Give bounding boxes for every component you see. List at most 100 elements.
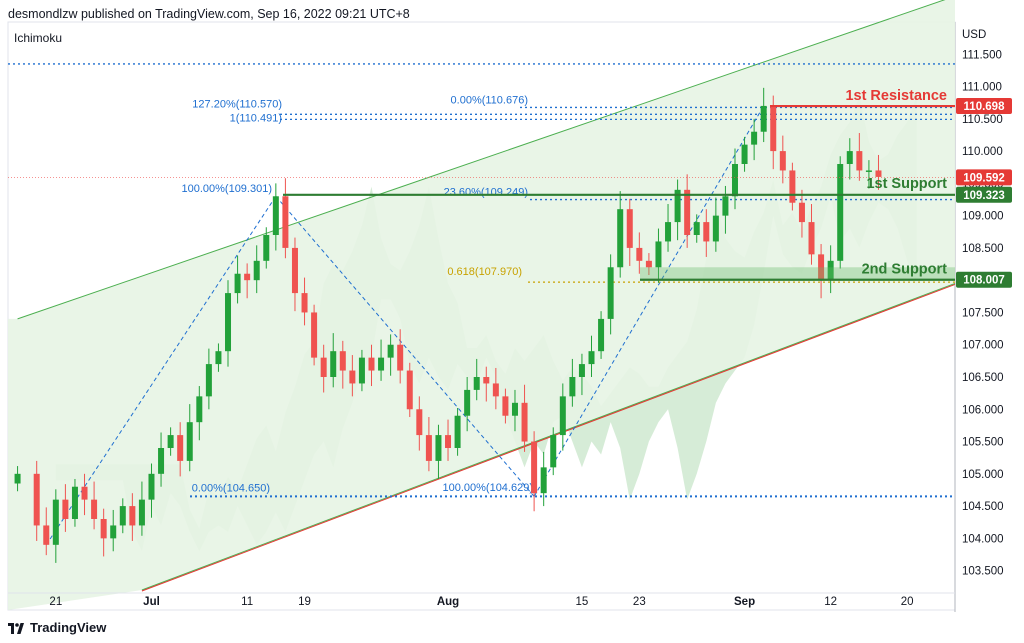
candle-body [406, 370, 413, 410]
candle-body [722, 196, 729, 216]
candle-body [43, 525, 50, 545]
candle-body [358, 357, 365, 384]
candle-body [71, 486, 78, 519]
candle-body [875, 170, 882, 177]
candle-body [52, 499, 59, 545]
cloud-band [55, 96, 917, 552]
footer-brand[interactable]: TradingView [8, 620, 106, 635]
candle-body [521, 402, 528, 442]
y-tick-label: 105.000 [962, 469, 1004, 481]
price-tag-box [956, 271, 1012, 288]
candle-body [760, 105, 767, 132]
x-tick-label: 15 [576, 596, 589, 608]
price-channel [8, 0, 956, 610]
price-tag-label: 109.323 [963, 190, 1005, 202]
x-tick-label: 11 [241, 596, 253, 608]
candle-body [712, 215, 719, 242]
key-levels: 1st Resistance 1st Support 2nd Support [8, 88, 955, 281]
candle-body [751, 131, 758, 145]
candle-body [598, 318, 605, 352]
candle-body [291, 247, 298, 294]
candle-body [789, 170, 796, 203]
publisher-attribution: desmondlzw published on TradingView.com,… [8, 7, 410, 21]
candle-body [770, 105, 777, 152]
candle-body [339, 351, 346, 371]
candle-body [387, 344, 394, 358]
candle-body [569, 377, 576, 397]
candle-body [138, 499, 145, 526]
candle-body [425, 435, 432, 461]
x-tick-label: 23 [633, 596, 646, 608]
y-tick-label: 106.000 [962, 404, 1004, 416]
candle-body [808, 222, 815, 255]
fib-diagonal [533, 105, 765, 497]
candle-body [607, 267, 614, 319]
candle-body [301, 293, 308, 313]
candle-body [617, 209, 624, 268]
fib-label: 100.00%(104.629) [442, 482, 533, 494]
candle-body [684, 189, 691, 235]
candle-body [703, 222, 710, 242]
y-tick-label: 105.500 [962, 437, 1004, 449]
candle-body [205, 364, 212, 397]
candle-body [282, 196, 289, 248]
fib-label: 1(110.491) [230, 112, 282, 124]
x-tick-label: Jul [143, 596, 160, 608]
ichimoku-cloud [55, 96, 917, 552]
candle-body [655, 241, 662, 268]
candle-body [215, 351, 222, 365]
y-tick-label: 104.000 [962, 533, 1004, 545]
candle-body [186, 422, 193, 461]
candle-body [626, 209, 633, 248]
candle-body [846, 151, 853, 164]
candle-body [349, 370, 356, 384]
candle-body [158, 448, 165, 474]
candle-body [531, 441, 538, 494]
fib-label: 100.00%(109.301) [181, 183, 272, 195]
candle-body [81, 486, 88, 500]
fib-diagonal [275, 195, 535, 497]
candle-body [435, 435, 442, 461]
candle-body [311, 312, 318, 358]
x-tick-label: 19 [298, 596, 311, 608]
candle-body [62, 499, 69, 519]
candle-body [636, 247, 643, 261]
level-label: 2nd Support [862, 262, 948, 278]
candle-body [234, 273, 241, 294]
y-tick-label: 103.500 [962, 566, 1004, 578]
support-zone [640, 267, 955, 281]
candle-body [837, 164, 844, 261]
price-axis: 111.500111.000110.500110.000109.500109.0… [956, 29, 1012, 578]
candle-body [492, 383, 499, 397]
candle-body [559, 396, 566, 436]
candle-body [445, 435, 452, 448]
candle-body [100, 519, 107, 539]
y-tick-label: 104.500 [962, 501, 1004, 513]
candle-body [464, 389, 471, 416]
x-tick-label: 12 [824, 596, 837, 608]
fib-label: 0.618(107.970) [447, 266, 522, 278]
fib-label: 0.00%(104.650) [192, 482, 270, 494]
candle-body [540, 467, 547, 494]
candle-body [779, 151, 786, 171]
candle-body [244, 273, 251, 281]
price-tag-box [956, 169, 1012, 186]
candle-body [674, 189, 681, 223]
level-label: 1st Support [866, 176, 947, 192]
currency-label: USD [962, 29, 986, 41]
x-tick-label: 20 [901, 596, 914, 608]
candle-body [320, 357, 327, 377]
candle-body [263, 235, 270, 261]
candle-body [225, 293, 232, 352]
channel-lower-red-line [141, 283, 956, 592]
candle-body [578, 364, 585, 377]
candle-body [550, 435, 557, 468]
indicator-label[interactable]: Ichimoku [14, 31, 63, 45]
candle-body [731, 164, 738, 197]
footer-brand-label: TradingView [30, 620, 107, 635]
channel-upper-line [17, 0, 946, 320]
candle-body [110, 525, 117, 539]
candle-body [129, 506, 136, 526]
x-tick-label: Aug [437, 596, 459, 608]
